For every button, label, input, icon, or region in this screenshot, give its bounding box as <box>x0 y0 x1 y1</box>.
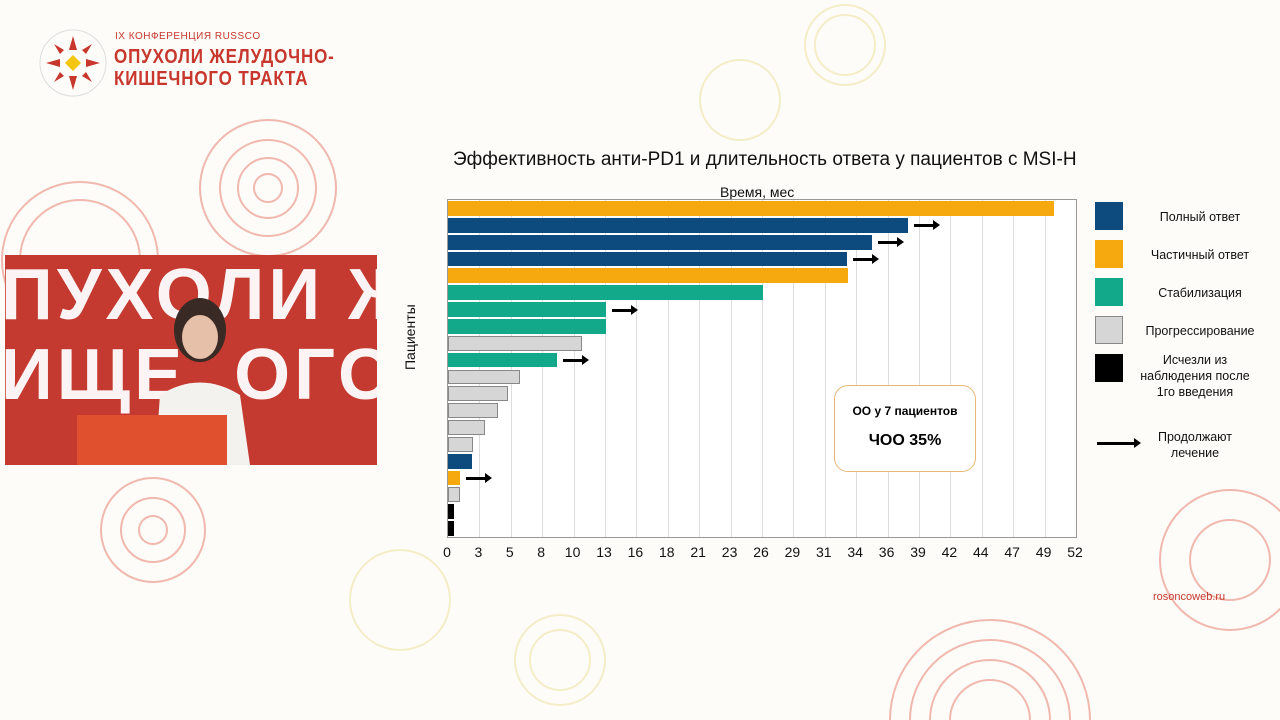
x-tick-label: 18 <box>659 544 675 560</box>
x-tick-label: 49 <box>1035 544 1052 560</box>
gridline <box>950 200 952 537</box>
bar-sd <box>448 352 557 368</box>
legend-label-lost: Исчезли из наблюдения после 1го введения <box>1140 353 1250 399</box>
ongoing-arrow-icon <box>562 355 589 366</box>
response-callout: ОО у 7 пациентов ЧОО 35% <box>834 385 976 472</box>
x-tick-label: 10 <box>564 544 581 560</box>
bar-pd <box>448 487 461 503</box>
gridline <box>699 200 701 537</box>
conference-label: IX КОНФЕРЕНЦИЯ RUSSCO <box>115 31 261 42</box>
bar-pd <box>448 403 498 419</box>
y-axis-label: Пациенты <box>402 304 418 370</box>
x-tick-label: 21 <box>690 544 706 560</box>
gridline <box>479 200 481 537</box>
ongoing-arrow-icon <box>612 304 639 315</box>
legend-label-pd: Прогрессирование <box>1145 324 1255 338</box>
plot-area <box>447 199 1077 538</box>
gridline <box>856 200 858 537</box>
x-tick-label: 42 <box>941 544 958 560</box>
x-tick-label: 8 <box>537 544 546 560</box>
gridline <box>605 200 606 537</box>
gridline <box>667 200 669 537</box>
callout-line2: ЧОО 35% <box>868 432 942 449</box>
bar-cr <box>448 234 872 250</box>
ongoing-arrow-icon <box>877 237 904 248</box>
legend-swatch-pr <box>1095 240 1123 268</box>
bar-pr <box>448 470 461 486</box>
x-axis-label: Время, мес <box>720 184 795 200</box>
legend-label-sd: Стабилизация <box>1158 286 1242 300</box>
x-tick-label: 23 <box>721 544 738 560</box>
legend-swatch-lost <box>1095 354 1123 382</box>
x-tick-label: 13 <box>596 544 612 560</box>
x-tick-label: 5 <box>505 544 514 560</box>
legend-swatch-sd <box>1095 278 1123 306</box>
x-tick-label: 47 <box>1004 544 1020 560</box>
bar-pr <box>448 268 848 284</box>
bar-sd <box>448 285 764 301</box>
x-tick-label: 26 <box>753 544 769 560</box>
x-tick-label: 36 <box>878 544 895 560</box>
x-tick-label: 3 <box>474 544 483 560</box>
bar-pd <box>448 369 521 385</box>
gridline <box>1013 200 1015 537</box>
gridline <box>981 200 983 537</box>
x-tick-label: 39 <box>910 544 926 560</box>
bar-pd <box>448 436 474 452</box>
gridline <box>824 200 826 537</box>
bar-pd <box>448 420 486 435</box>
gridline <box>636 200 638 537</box>
x-tick-label: 29 <box>784 544 801 560</box>
bar-cr <box>448 251 847 267</box>
gridline <box>542 200 544 537</box>
ongoing-arrow-icon <box>852 253 879 264</box>
bar-sd <box>448 302 607 317</box>
legend-arrow-icon <box>1097 438 1141 448</box>
gridline <box>1044 200 1046 537</box>
speaker-video: ПУХОЛИ Ж ИЩЕ ОГО <box>5 255 377 465</box>
bar-pd <box>448 386 509 402</box>
bar-lost <box>448 521 455 536</box>
x-tick-label: 34 <box>847 544 863 560</box>
gridline <box>887 200 889 537</box>
gridline <box>573 200 575 537</box>
bar-sd <box>448 318 607 334</box>
bar-pr <box>448 201 1055 216</box>
bar-cr <box>448 453 473 469</box>
russco-logo <box>39 29 107 97</box>
ongoing-arrow-icon <box>914 220 941 231</box>
bar-cr <box>448 217 909 233</box>
video-backdrop-text: ПУХОЛИ Ж ИЩЕ ОГО <box>5 255 377 415</box>
x-tick-label: 52 <box>1067 544 1083 560</box>
legend-swatch-pd <box>1095 316 1123 344</box>
conference-title: ОПУХОЛИ ЖЕЛУДОЧНО- КИШЕЧНОГО ТРАКТА <box>114 46 335 90</box>
legend-swatch-cr <box>1095 202 1123 230</box>
gridline <box>730 200 732 537</box>
website: rosoncoweb.ru <box>1153 591 1226 603</box>
gridline <box>510 200 512 537</box>
chart-title: Эффективность анти-PD1 и длительность от… <box>453 149 1077 170</box>
legend-label-ongoing: Продолжают лечение <box>1157 430 1233 460</box>
gridline <box>793 200 795 537</box>
bar-lost <box>448 504 455 520</box>
legend-label-cr: Полный ответ <box>1159 210 1241 224</box>
x-tick-label: 0 <box>443 544 451 560</box>
x-tick-label: 16 <box>627 544 644 560</box>
x-tick-label: 31 <box>816 544 832 560</box>
callout-line1: ОО у 7 пациентов <box>852 404 958 418</box>
gridline <box>762 200 763 537</box>
podium <box>77 415 227 465</box>
bar-pd <box>448 335 583 351</box>
x-tick-label: 44 <box>973 544 989 560</box>
gridline <box>919 200 920 537</box>
legend-label-pr: Частичный ответ <box>1150 248 1250 262</box>
ongoing-arrow-icon <box>466 473 493 484</box>
